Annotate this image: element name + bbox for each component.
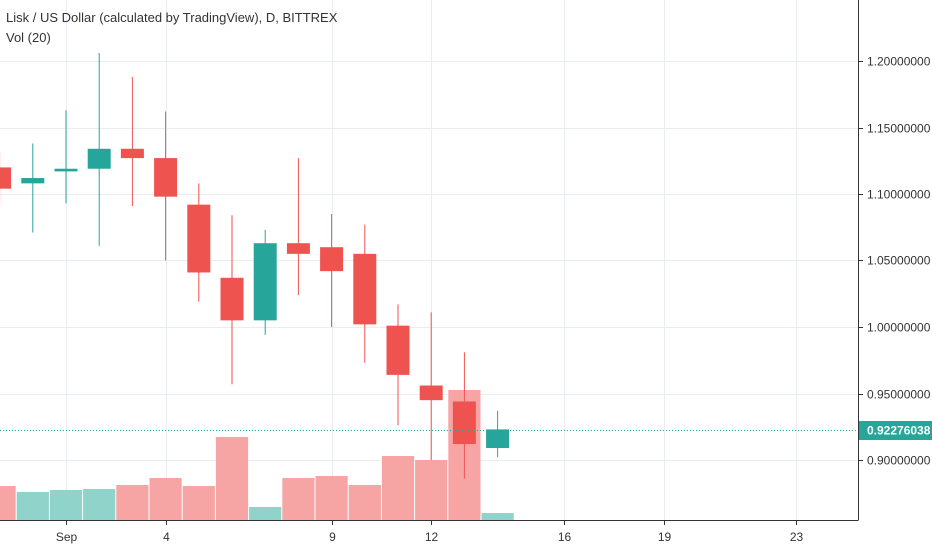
volume-bar bbox=[249, 507, 282, 520]
y-tick-label: 1.20000000 bbox=[867, 55, 931, 69]
volume-legend[interactable]: Vol (20) bbox=[6, 30, 51, 45]
y-tick-label: 1.00000000 bbox=[867, 321, 931, 335]
time-axis[interactable]: Sep 4 9 12 16 19 23 bbox=[56, 520, 804, 544]
x-tick-label: 23 bbox=[790, 530, 804, 544]
volume-bars bbox=[0, 390, 514, 520]
y-tick-label: 1.05000000 bbox=[867, 254, 931, 268]
volume-bar bbox=[481, 513, 514, 520]
x-tick-label: 19 bbox=[658, 530, 672, 544]
candle bbox=[419, 312, 443, 460]
candle-body bbox=[54, 168, 78, 172]
candle-body bbox=[386, 325, 410, 375]
volume-bar bbox=[16, 492, 49, 520]
candle-body bbox=[120, 148, 144, 159]
candle bbox=[0, 152, 12, 205]
candle-body bbox=[353, 253, 377, 325]
candle bbox=[154, 111, 178, 261]
candle bbox=[253, 229, 277, 335]
candle-body bbox=[320, 247, 344, 272]
candle bbox=[286, 158, 310, 296]
volume-bar bbox=[215, 437, 249, 520]
candle-body bbox=[486, 429, 510, 449]
volume-bar bbox=[348, 485, 381, 520]
candle bbox=[21, 143, 45, 233]
candle-body bbox=[87, 148, 111, 169]
volume-bar bbox=[49, 490, 83, 520]
candle bbox=[187, 183, 211, 302]
y-tick-label: 1.10000000 bbox=[867, 188, 931, 202]
candle-body bbox=[452, 401, 476, 445]
volume-bar bbox=[415, 460, 448, 520]
x-tick-label: 4 bbox=[163, 530, 170, 544]
candle bbox=[320, 213, 344, 327]
candle bbox=[386, 304, 410, 426]
volume-bar bbox=[315, 476, 348, 520]
candle bbox=[87, 53, 111, 246]
volume-bar bbox=[83, 489, 116, 520]
candle bbox=[452, 352, 476, 479]
volume-bar bbox=[282, 478, 315, 520]
candle-body bbox=[21, 178, 45, 184]
volume-bar bbox=[0, 486, 16, 520]
candle-body bbox=[419, 385, 443, 401]
candle-body bbox=[154, 158, 178, 197]
candle-body bbox=[220, 277, 244, 321]
y-tick-label: 0.95000000 bbox=[867, 388, 931, 402]
candle bbox=[486, 410, 510, 458]
chart-legend: Lisk / US Dollar (calculated by TradingV… bbox=[6, 8, 337, 48]
current-price-tag: 0.92276038 bbox=[859, 421, 932, 440]
candlesticks bbox=[0, 53, 510, 479]
y-tick-label: 1.15000000 bbox=[867, 122, 931, 136]
volume-bar bbox=[149, 478, 182, 520]
candle-body bbox=[253, 243, 277, 321]
volume-bar bbox=[182, 486, 215, 520]
candle-body bbox=[187, 204, 211, 273]
volume-bar bbox=[116, 485, 149, 520]
y-tick-label: 0.90000000 bbox=[867, 454, 931, 468]
volume-bar bbox=[381, 456, 415, 520]
candle bbox=[120, 76, 144, 206]
candle bbox=[353, 224, 377, 363]
candle-body bbox=[286, 243, 310, 254]
x-tick-label: 12 bbox=[425, 530, 439, 544]
symbol-title[interactable]: Lisk / US Dollar (calculated by TradingV… bbox=[6, 10, 338, 25]
chart-grid bbox=[0, 0, 858, 520]
candle bbox=[54, 110, 78, 204]
candle-body bbox=[0, 167, 12, 189]
x-tick-label: Sep bbox=[56, 530, 78, 544]
price-axis[interactable]: 1.20000000 1.15000000 1.10000000 1.05000000… bbox=[858, 55, 931, 468]
x-tick-label: 9 bbox=[329, 530, 336, 544]
price-tag-label: 0.92276038 bbox=[867, 424, 931, 438]
price-tag-box bbox=[859, 421, 932, 440]
x-tick-label: 16 bbox=[558, 530, 572, 544]
candle bbox=[220, 215, 244, 385]
